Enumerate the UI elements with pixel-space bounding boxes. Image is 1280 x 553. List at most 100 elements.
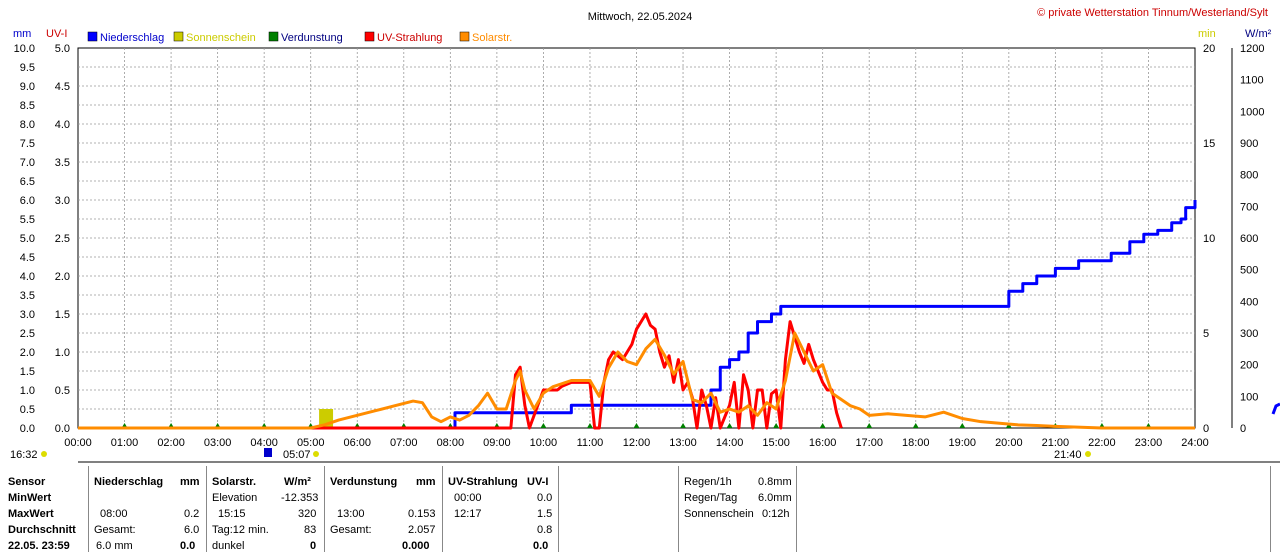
evap-total-label: Gesamt: — [330, 524, 372, 536]
solar-avg-label: Tag:12 min. — [212, 524, 269, 536]
row-label-current: 22.05. 23:59 — [8, 540, 70, 552]
x-tick: 23:00 — [1135, 437, 1163, 449]
sunrise-icon — [264, 448, 272, 457]
uvi-tick: 4.0 — [55, 119, 70, 131]
x-tick: 14:00 — [716, 437, 744, 449]
copyright-text: © private Wetterstation Tinnum/Westerlan… — [1037, 7, 1268, 19]
rain-total-value: 6.0 — [184, 524, 200, 536]
solar-max-time: 15:15 — [218, 508, 246, 520]
row-label-min: MinWert — [8, 492, 52, 504]
uvi-tick: 3.0 — [55, 195, 70, 207]
x-tick: 19:00 — [949, 437, 977, 449]
mm-tick: 9.0 — [20, 81, 35, 93]
x-tick: 15:00 — [762, 437, 790, 449]
rain-total-label: Gesamt: — [94, 524, 136, 536]
x-tick: 24:00 — [1181, 437, 1209, 449]
table-divider — [1270, 466, 1271, 552]
legend-label: Niederschlag — [100, 32, 164, 44]
sunset-time-label: 21:40 — [1054, 449, 1082, 461]
row-label-avg: Durchschnitt — [8, 524, 76, 536]
legend-swatch — [87, 31, 98, 42]
evaporation-marker — [540, 423, 547, 428]
mm-tick: 3.0 — [20, 309, 35, 321]
legend-label: Verdunstung — [281, 32, 343, 44]
unit-wm2: W/m² — [1245, 28, 1272, 40]
unit-min: min — [1198, 28, 1216, 40]
wm2-tick: 1000 — [1240, 106, 1264, 118]
x-tick: 16:00 — [809, 437, 837, 449]
extra-label-1: Regen/Tag — [684, 492, 738, 504]
x-tick: 06:00 — [343, 437, 371, 449]
mm-tick: 8.0 — [20, 119, 35, 131]
sun-marker-icon — [1085, 451, 1091, 457]
wm2-tick: 0 — [1240, 423, 1246, 435]
legend-label: Solarstr. — [472, 32, 512, 44]
solar-header: Solarstr. — [212, 476, 257, 488]
evaporation-marker — [773, 423, 780, 428]
evap-header: Verdunstung — [330, 476, 398, 488]
wm2-tick: 1200 — [1240, 43, 1264, 55]
mm-tick: 8.5 — [20, 100, 35, 112]
evaporation-marker — [866, 423, 873, 428]
table-divider — [796, 466, 797, 552]
uv-avg-value: 0.8 — [537, 524, 553, 536]
evap-current-value: 0.000 — [402, 540, 430, 552]
wm2-tick: 300 — [1240, 328, 1258, 340]
legend-swatch — [268, 31, 279, 42]
wm2-tick: 800 — [1240, 170, 1258, 182]
evaporation-marker — [633, 423, 640, 428]
min-tick: 10 — [1203, 233, 1215, 245]
legend-label: UV-Strahlung — [377, 32, 442, 44]
solar-current-label: dunkel — [212, 540, 245, 552]
legend-swatch — [364, 31, 375, 42]
solar-avg-value: 83 — [304, 524, 317, 536]
wm2-tick: 600 — [1240, 233, 1258, 245]
x-tick: 18:00 — [902, 437, 930, 449]
x-tick: 01:00 — [111, 437, 139, 449]
wm2-tick: 100 — [1240, 391, 1258, 403]
solar-min-value: -12.353 — [281, 492, 319, 504]
chart-title: Mittwoch, 22.05.2024 — [588, 11, 693, 23]
evap-total-value: 2.057 — [408, 524, 436, 536]
table-divider — [324, 466, 325, 552]
x-tick: 03:00 — [204, 437, 232, 449]
x-tick: 08:00 — [437, 437, 465, 449]
mm-tick: 9.5 — [20, 62, 35, 74]
mm-tick: 4.5 — [20, 252, 35, 264]
row-label-max: MaxWert — [8, 508, 54, 520]
wm2-tick: 700 — [1240, 201, 1258, 213]
evap-unit: mm — [416, 476, 436, 488]
mm-tick: 10.0 — [14, 43, 35, 55]
table-divider — [678, 466, 679, 552]
table-divider — [442, 466, 443, 552]
uvi-tick: 0.0 — [55, 423, 70, 435]
extra-label-0: Regen/1h — [684, 476, 732, 488]
uv-header: UV-Strahlung — [448, 476, 518, 488]
min-tick: 15 — [1203, 138, 1215, 150]
wm2-tick: 200 — [1240, 360, 1258, 372]
legend-swatch — [459, 31, 470, 42]
evaporation-marker — [726, 423, 733, 428]
x-tick: 21:00 — [1042, 437, 1070, 449]
mm-tick: 6.5 — [20, 176, 35, 188]
wm2-tick: 900 — [1240, 138, 1258, 150]
mm-tick: 6.0 — [20, 195, 35, 207]
solar-current-value: 0 — [310, 540, 317, 552]
legend-swatch — [173, 31, 184, 42]
uvi-tick: 1.5 — [55, 309, 70, 321]
unit-mm: mm — [13, 28, 31, 40]
sun-marker-icon — [313, 451, 319, 457]
uvi-tick: 2.0 — [55, 271, 70, 283]
sensor-header: Sensor — [8, 476, 46, 488]
uvi-tick: 3.5 — [55, 157, 70, 169]
overflow-rain-line — [1271, 402, 1280, 415]
rain-max-time: 08:00 — [100, 508, 128, 520]
evaporation-marker — [912, 423, 919, 428]
min-tick: 20 — [1203, 43, 1215, 55]
table-divider — [558, 466, 559, 552]
mm-tick: 3.5 — [20, 290, 35, 302]
solar-max-value: 320 — [298, 508, 317, 520]
extra-value-1: 6.0mm — [758, 492, 792, 504]
x-tick: 11:00 — [577, 437, 604, 449]
evaporation-marker — [819, 423, 826, 428]
